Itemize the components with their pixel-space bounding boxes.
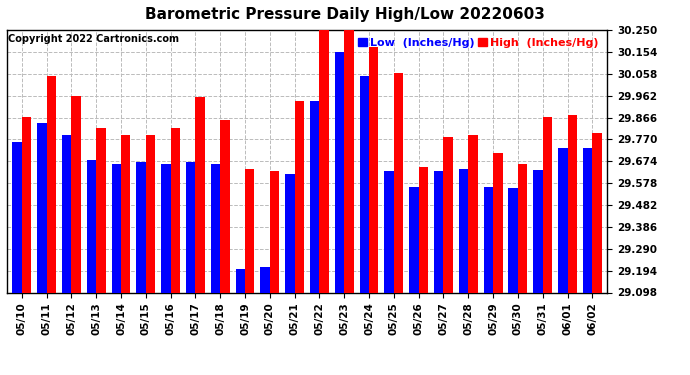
Bar — [310, 100, 319, 292]
Bar — [384, 171, 394, 292]
Bar — [295, 100, 304, 292]
Text: Barometric Pressure Daily High/Low 20220603: Barometric Pressure Daily High/Low 20220… — [145, 8, 545, 22]
Bar — [518, 165, 527, 292]
Bar — [509, 188, 518, 292]
Bar — [285, 174, 295, 292]
Bar — [567, 116, 577, 292]
Bar — [533, 170, 543, 292]
Bar — [195, 97, 205, 292]
Bar — [369, 47, 379, 292]
Bar — [137, 162, 146, 292]
Bar — [444, 137, 453, 292]
Bar — [37, 123, 47, 292]
Bar — [543, 117, 552, 292]
Bar — [344, 26, 354, 292]
Bar — [459, 169, 469, 292]
Bar — [394, 73, 403, 292]
Text: Copyright 2022 Cartronics.com: Copyright 2022 Cartronics.com — [8, 34, 179, 44]
Bar — [409, 187, 419, 292]
Bar — [161, 165, 170, 292]
Bar — [434, 171, 444, 292]
Bar — [335, 52, 344, 292]
Bar — [186, 162, 195, 292]
Bar — [558, 148, 567, 292]
Bar — [22, 117, 31, 292]
Bar — [484, 187, 493, 292]
Bar — [359, 76, 369, 292]
Bar — [245, 169, 255, 292]
Bar — [220, 120, 230, 292]
Bar — [469, 135, 477, 292]
Bar — [592, 132, 602, 292]
Bar — [170, 128, 180, 292]
Bar — [493, 153, 502, 292]
Bar — [71, 96, 81, 292]
Bar — [270, 171, 279, 292]
Bar — [235, 269, 245, 292]
Bar — [211, 165, 220, 292]
Bar — [319, 28, 329, 292]
Bar — [87, 160, 96, 292]
Bar — [260, 267, 270, 292]
Bar — [112, 165, 121, 292]
Bar — [146, 135, 155, 292]
Bar — [96, 128, 106, 292]
Legend: Low  (Inches/Hg), High  (Inches/Hg): Low (Inches/Hg), High (Inches/Hg) — [357, 38, 599, 48]
Bar — [47, 76, 56, 292]
Bar — [12, 142, 22, 292]
Bar — [419, 167, 428, 292]
Bar — [121, 135, 130, 292]
Bar — [62, 135, 71, 292]
Bar — [583, 148, 592, 292]
